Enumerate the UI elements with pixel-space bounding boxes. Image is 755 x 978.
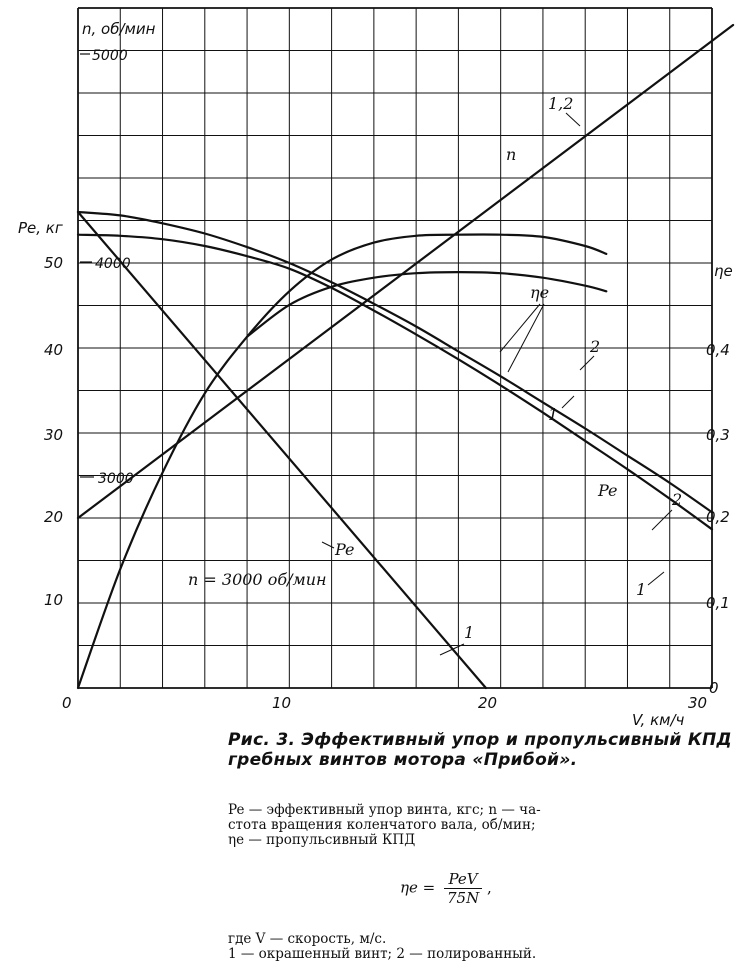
y-tick-Pe: 10: [44, 591, 63, 609]
figure-caption-body: Pe — эффективный упор винта, кгс; n — ча…: [228, 803, 748, 848]
leader-line: [507, 303, 545, 373]
y-tick-n: 3000: [98, 471, 134, 487]
x-tick: 10: [272, 694, 291, 712]
grid: [77, 7, 713, 689]
leader-line: [439, 643, 465, 656]
y-tick-n: 5000: [92, 48, 128, 64]
y-tick-eta: 0,1: [706, 594, 730, 612]
y-tick-n: 4000: [95, 256, 131, 272]
y-tick-eta: 0,4: [706, 341, 730, 359]
formula-fraction: PeV 75N: [443, 870, 483, 907]
series-line-eta-1-2: [246, 270, 608, 338]
x-tick: 30: [688, 694, 707, 712]
y-tick-Pe: 30: [44, 426, 63, 444]
figure-caption-foot: где V — скорость, м/с. 1 — окрашенный ви…: [228, 932, 748, 962]
annotation-Pe-upper: Pe: [597, 481, 618, 500]
caption-line: где V — скорость, м/с.: [228, 931, 387, 947]
leader-line: [565, 112, 581, 127]
x-tick: 0: [62, 694, 72, 712]
y-axis-label-Pe: Pe, кг: [18, 219, 63, 237]
annotation-lower-1: 1: [464, 623, 474, 642]
leader-line: [499, 303, 541, 353]
x-tick: 20: [478, 694, 497, 712]
annotation-Pe-lower: Pe: [334, 540, 355, 559]
formula-lhs: ηe =: [400, 878, 436, 897]
annotation-n-3000: n = 3000 об/мин: [188, 570, 327, 589]
formula: ηe = PeV 75N ,: [400, 870, 492, 907]
leader-line: [647, 571, 665, 586]
leader-line: [561, 395, 575, 409]
annotation-Pe-2: 2: [671, 490, 682, 509]
y-tick-Pe: 50: [44, 254, 63, 272]
leader-line: [651, 509, 673, 531]
y-tick-eta: 0: [709, 679, 719, 697]
y-tick-eta: 0,2: [706, 508, 730, 526]
annotation-eta: ηe: [530, 283, 549, 302]
series-group: [76, 23, 735, 690]
series-line-Pe-1-5: [76, 210, 487, 690]
formula-tail: ,: [486, 878, 492, 897]
x-axis-label: V, км/ч: [632, 711, 685, 729]
y-axis-label-eta: ηe: [714, 262, 733, 280]
annotation-eta-1: 1: [548, 405, 558, 424]
annotation-n: n: [506, 145, 516, 164]
caption-line: 1 — окрашенный винт; 2 — полированный.: [228, 946, 537, 962]
y-tick-Pe: 40: [44, 341, 63, 359]
formula-denominator: 75N: [446, 889, 480, 907]
series-line-Pe-2-3: [76, 210, 714, 514]
caption-line: стота вращения коленчатого вала, об/мин;: [228, 817, 536, 833]
caption-line: Pe — эффективный упор винта, кгс; n — ча…: [228, 802, 541, 818]
annotation-eta-2: 2: [589, 337, 600, 356]
series-line-eta-2-1: [76, 233, 608, 690]
formula-numerator: PeV: [443, 870, 483, 889]
chart: V, км/ч Pe, кг n, об/мин ηe 0 10 20 30 1…: [18, 7, 735, 729]
annotation-Pe-1: 1: [636, 580, 646, 599]
caption-line: ηe — пропульсивный КПД: [228, 832, 416, 848]
y-tick-eta: 0,3: [706, 426, 730, 444]
figure-caption-title: Рис. 3. Эффективный упор и пропульсивный…: [228, 730, 732, 770]
series-line-Pe-1-4: [76, 233, 714, 531]
y-tick-Pe: 20: [44, 508, 63, 526]
series-line-n-1,2-0: [76, 23, 735, 520]
leader-line: [579, 355, 595, 371]
leader-line: [321, 541, 335, 549]
y-axis-label-n: n, об/мин: [82, 20, 156, 38]
annotation-n-series: 1,2: [548, 94, 573, 113]
